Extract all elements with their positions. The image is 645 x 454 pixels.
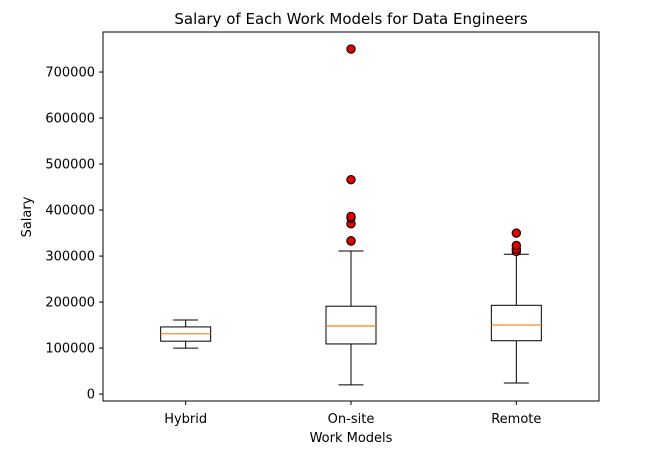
x-axis: Hybrid On-site Remote (164, 401, 541, 427)
box-iqr (490, 304, 542, 342)
box-group-on-site (325, 44, 377, 386)
x-tick-label: Remote (491, 412, 541, 427)
x-tick-label: Hybrid (164, 412, 207, 427)
chart-title: Salary of Each Work Models for Data Engi… (174, 10, 527, 28)
y-tick-label: 400000 (45, 204, 95, 219)
y-tick-label: 300000 (45, 250, 95, 265)
outlier-point (511, 228, 522, 238)
y-tick-label: 200000 (45, 296, 95, 311)
y-axis-label: Salary (20, 196, 35, 237)
box-group-hybrid (160, 319, 212, 349)
x-axis-label: Work Models (310, 431, 393, 446)
outlier-point (346, 236, 356, 246)
y-tick-label: 700000 (45, 66, 95, 81)
y-tick-label: 600000 (45, 112, 95, 127)
y-axis: 0 100000 200000 300000 400000 500000 600000 700… (45, 66, 103, 403)
x-tick-label: On-site (328, 412, 375, 427)
box-group-remote (490, 228, 542, 384)
y-tick-label: 0 (87, 388, 95, 403)
outlier-point (346, 44, 356, 54)
outlier-point (346, 211, 356, 222)
box-iqr (325, 305, 377, 345)
plot-area (160, 44, 542, 386)
outlier-point (346, 174, 356, 185)
outlier-point (511, 240, 522, 251)
y-tick-label: 100000 (45, 342, 95, 357)
y-tick-label: 500000 (45, 158, 95, 173)
